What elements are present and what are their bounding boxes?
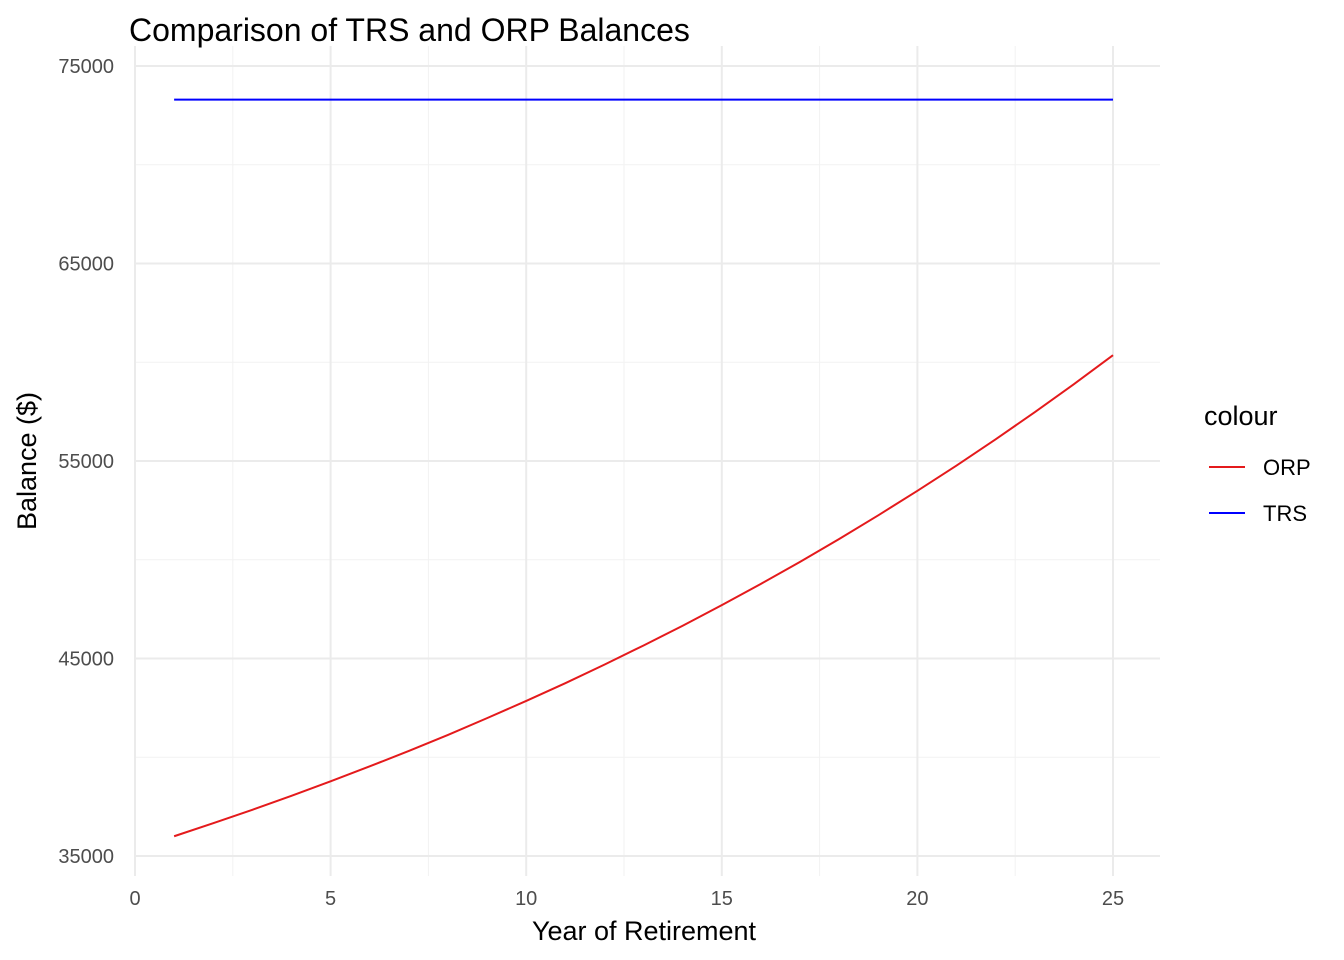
major-gridlines (134, 46, 1160, 876)
y-axis-tick-labels: 35000 45000 55000 65000 75000 (58, 56, 114, 868)
x-tick-label: 25 (1102, 888, 1124, 910)
x-tick-label: 20 (906, 888, 928, 910)
x-tick-label: 10 (515, 888, 537, 910)
x-tick-label: 0 (129, 888, 140, 910)
y-tick-label: 55000 (58, 451, 114, 473)
y-axis-title: Balance ($) (12, 392, 42, 530)
x-axis-title: Year of Retirement (532, 916, 757, 946)
chart-title: Comparison of TRS and ORP Balances (129, 12, 690, 48)
legend: colour ORP TRS (1204, 401, 1311, 526)
legend-label-trs: TRS (1263, 501, 1307, 526)
y-tick-label: 45000 (58, 649, 114, 671)
x-tick-label: 15 (711, 888, 733, 910)
y-tick-label: 75000 (58, 56, 114, 78)
x-axis-tick-labels: 0 5 10 15 20 25 (129, 888, 1124, 910)
x-tick-label: 5 (325, 888, 336, 910)
series-line-orp (173, 354, 1114, 838)
legend-title: colour (1204, 401, 1278, 431)
series-lines (173, 98, 1114, 838)
y-tick-label: 65000 (58, 254, 114, 276)
legend-label-orp: ORP (1263, 455, 1311, 480)
y-tick-label: 35000 (58, 846, 114, 868)
